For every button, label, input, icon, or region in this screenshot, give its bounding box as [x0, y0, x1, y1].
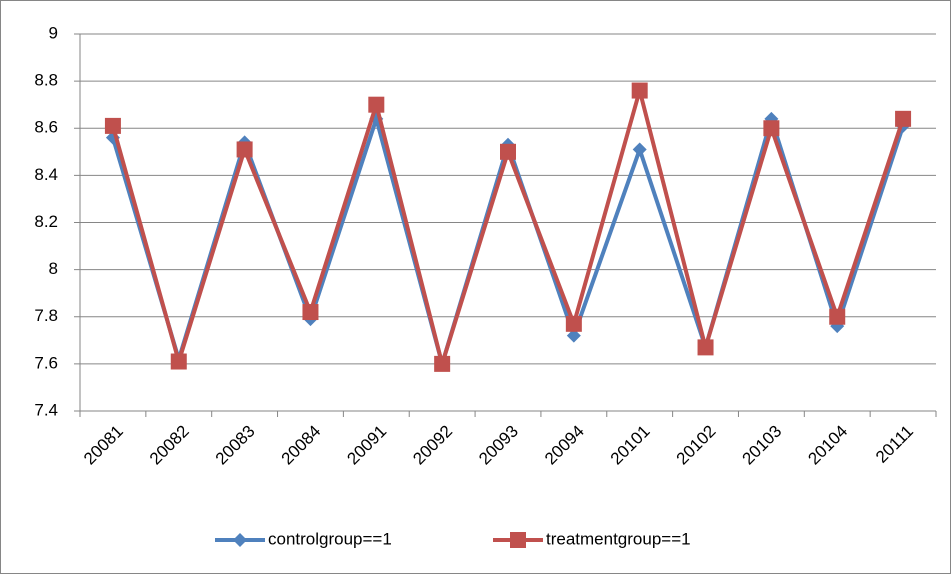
legend-label: controlgroup==1	[268, 529, 392, 548]
data-point	[697, 339, 714, 356]
legend-marker	[233, 533, 247, 547]
data-point	[500, 143, 516, 160]
y-tick-label: 8.6	[34, 118, 58, 137]
data-point	[829, 308, 846, 325]
y-tick-label: 8.4	[34, 165, 58, 184]
y-tick-label: 9	[49, 23, 58, 42]
data-point	[170, 353, 187, 370]
y-tick-label: 7.4	[34, 400, 58, 419]
legend-marker	[510, 532, 526, 548]
data-point	[895, 110, 912, 127]
legend-label: treatmentgroup==1	[546, 529, 691, 548]
y-tick-label: 7.6	[34, 353, 58, 372]
data-point	[434, 355, 451, 372]
data-point	[302, 304, 319, 321]
data-point	[104, 117, 121, 134]
data-point	[631, 82, 648, 99]
y-tick-label: 7.8	[34, 306, 58, 325]
data-point	[763, 120, 780, 137]
data-point	[566, 328, 581, 343]
y-tick-label: 8.2	[34, 212, 58, 231]
data-point	[236, 141, 253, 158]
y-tick-label: 8	[49, 259, 58, 278]
data-point	[632, 142, 647, 157]
y-tick-label: 8.8	[34, 71, 58, 90]
data-point	[368, 96, 385, 113]
data-point	[565, 315, 582, 332]
